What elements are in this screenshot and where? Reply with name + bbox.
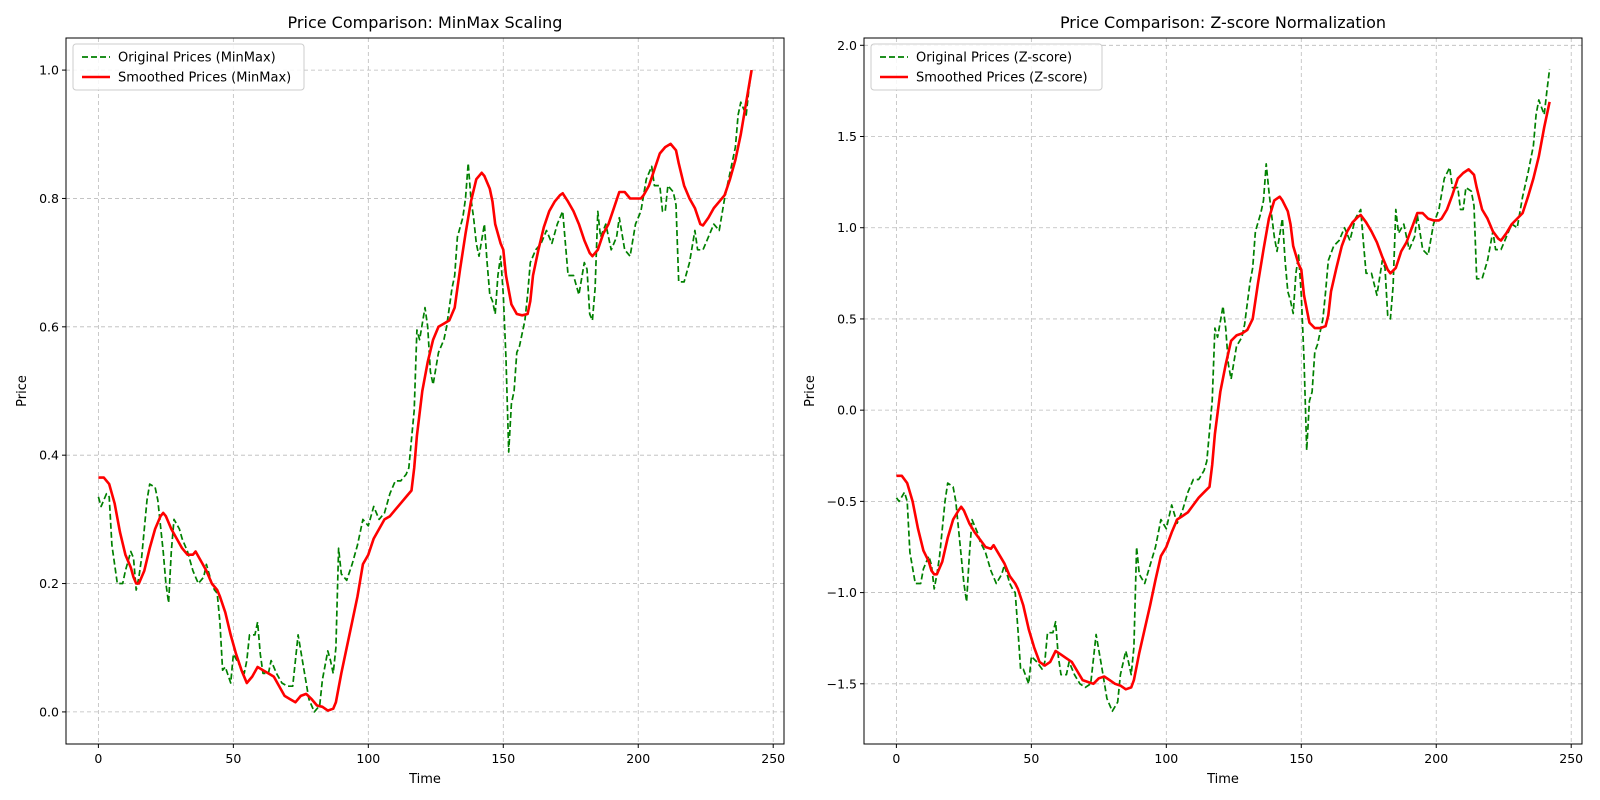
y-tick-label: 0.6: [39, 319, 59, 334]
x-tick-label: 250: [761, 751, 785, 766]
x-tick-label: 100: [1154, 751, 1178, 766]
legend-box: [870, 43, 1103, 91]
y-tick-label: 1.0: [837, 220, 857, 235]
plot-frame: [65, 37, 785, 745]
y-tick-label: 0.8: [39, 191, 59, 206]
legend-entry: Smoothed Prices (Z-score): [916, 71, 1088, 86]
x-tick-label: 200: [626, 751, 650, 766]
chart-title: Price Comparison: MinMax Scaling: [288, 13, 563, 32]
y-tick-label: −1.0: [827, 585, 857, 600]
legend-entry: Original Prices (MinMax): [118, 51, 276, 66]
grid: [66, 38, 784, 744]
chart-title: Price Comparison: Z-score Normalization: [1060, 13, 1386, 32]
x-tick-label: 0: [94, 751, 102, 766]
x-tick-label: 150: [1289, 751, 1313, 766]
x-tick-label: 50: [225, 751, 241, 766]
x-tick-label: 50: [1023, 751, 1039, 766]
x-tick-label: 100: [356, 751, 380, 766]
x-tick-label: 200: [1424, 751, 1448, 766]
original-prices-line: [895, 68, 1551, 713]
original-prices-line: [97, 69, 753, 713]
x-axis-label: Time: [1206, 772, 1239, 787]
plot-frame: [863, 37, 1583, 745]
y-tick-label: 1.0: [39, 63, 59, 78]
y-tick-label: 2.0: [837, 38, 857, 53]
y-axis-label: Price: [803, 375, 818, 407]
legend-box: [72, 43, 305, 91]
y-tick-label: 0.2: [39, 576, 59, 591]
chart-minmax: Price Comparison: MinMax Scaling Time Pr…: [15, 13, 785, 787]
x-tick-label: 0: [892, 751, 900, 766]
y-tick-label: 0.5: [837, 311, 857, 326]
smoothed-prices-line: [896, 101, 1551, 691]
y-tick-label: 0.4: [39, 448, 59, 463]
y-axis-label: Price: [15, 375, 30, 407]
y-tick-label: −1.5: [827, 676, 857, 691]
y-tick-label: −0.5: [827, 494, 857, 509]
x-tick-label: 250: [1559, 751, 1583, 766]
chart-zscore: Price Comparison: Z-score Normalization …: [803, 13, 1583, 787]
grid: [864, 38, 1582, 744]
x-axis-label: Time: [408, 772, 441, 787]
y-tick-label: 1.5: [837, 129, 857, 144]
x-tick-label: 150: [491, 751, 515, 766]
y-tick-label: 0.0: [837, 403, 857, 418]
smoothed-prices-line: [98, 69, 753, 712]
legend-entry: Smoothed Prices (MinMax): [118, 71, 291, 86]
legend-entry: Original Prices (Z-score): [916, 51, 1072, 66]
y-tick-label: 0.0: [39, 704, 59, 719]
